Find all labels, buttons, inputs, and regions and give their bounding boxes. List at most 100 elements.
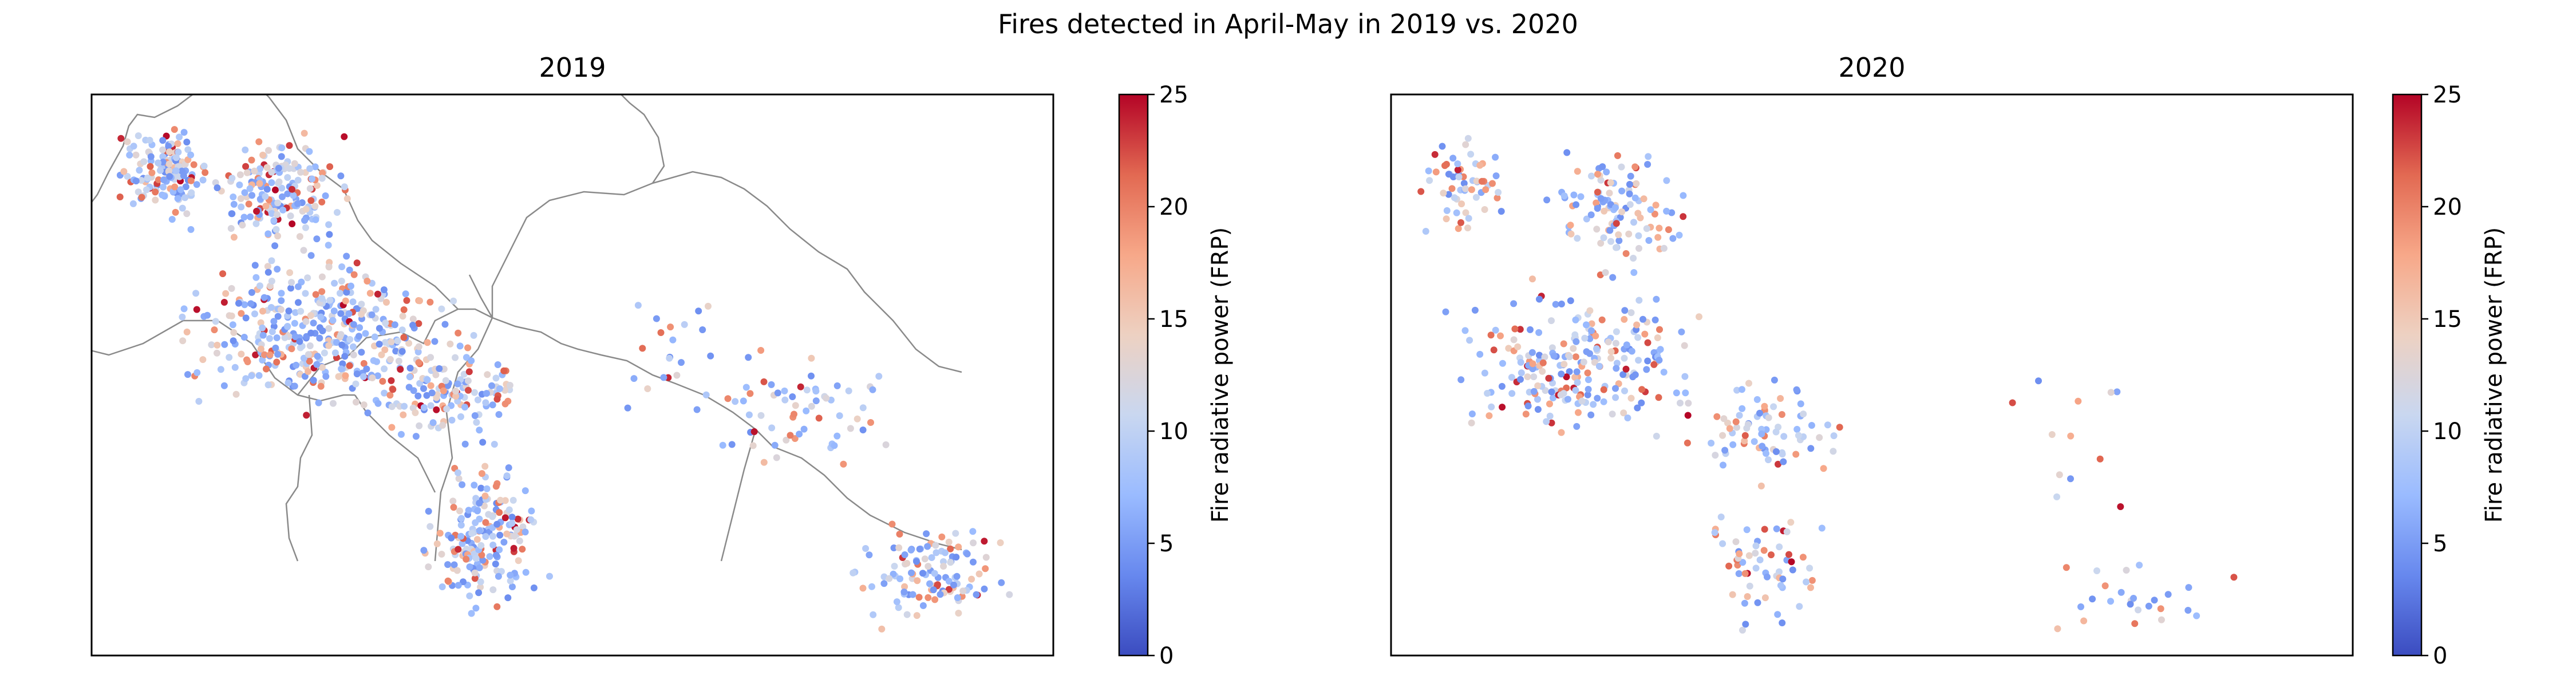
fire-point <box>353 259 361 267</box>
fire-point <box>896 531 903 538</box>
fire-point <box>483 390 490 397</box>
fire-point <box>288 345 295 353</box>
fire-point <box>970 539 977 547</box>
fire-point <box>507 577 514 585</box>
fire-point <box>1739 559 1747 566</box>
fire-point <box>1564 396 1571 403</box>
fire-point <box>193 181 200 188</box>
fire-point <box>862 545 870 552</box>
fire-point <box>1778 411 1785 418</box>
fire-point <box>968 575 975 583</box>
fire-point <box>1454 160 1461 168</box>
fire-point <box>242 375 250 382</box>
fire-point <box>1673 389 1680 397</box>
fire-point <box>228 210 236 218</box>
fire-point <box>172 208 179 216</box>
fire-point <box>222 290 230 297</box>
fire-point <box>1634 334 1642 341</box>
fire-point <box>1622 365 1630 373</box>
fire-point <box>274 313 282 320</box>
fire-point <box>318 288 326 295</box>
fire-point <box>1656 357 1663 364</box>
fire-point <box>394 337 401 345</box>
fire-point <box>1593 226 1601 233</box>
fire-point <box>1528 349 1536 356</box>
fire-point <box>1453 209 1460 216</box>
fire-point <box>230 337 237 345</box>
fire-point <box>325 263 333 271</box>
fire-point <box>1621 354 1628 362</box>
fire-point <box>1634 404 1641 412</box>
fire-point <box>326 231 333 238</box>
fire-point <box>2009 399 2016 406</box>
fire-point <box>1602 269 1609 276</box>
fire-point <box>126 151 133 159</box>
fire-point <box>1621 315 1628 323</box>
fire-point <box>173 172 180 180</box>
fire-point <box>1638 399 1645 406</box>
fire-point <box>953 554 960 561</box>
fire-point <box>259 324 266 331</box>
fire-point <box>477 542 485 549</box>
fire-point <box>1535 329 1543 336</box>
fire-point <box>1584 391 1591 398</box>
fire-point <box>1505 345 1512 352</box>
fire-point <box>415 343 422 350</box>
fire-point <box>945 578 953 585</box>
fire-point <box>1799 554 1807 561</box>
fire-point <box>1793 425 1801 433</box>
fire-point <box>306 185 314 192</box>
fire-point <box>399 313 406 320</box>
fire-point <box>913 558 920 565</box>
fire-point <box>1613 220 1620 227</box>
fire-point <box>1752 564 1760 572</box>
fire-point <box>470 331 477 339</box>
border-line <box>720 429 757 562</box>
fire-point <box>450 297 457 305</box>
fire-point <box>492 560 499 568</box>
fire-point <box>657 329 665 336</box>
fire-point <box>187 177 195 184</box>
fire-point <box>312 291 319 298</box>
fire-point <box>240 214 248 221</box>
fire-point <box>1644 339 1652 346</box>
fire-point <box>1577 193 1585 200</box>
fire-point <box>322 192 329 199</box>
fire-point <box>1759 443 1766 450</box>
fire-point <box>124 138 131 145</box>
fire-point <box>431 338 438 345</box>
fire-point <box>1612 204 1619 211</box>
fire-point <box>286 165 293 172</box>
fire-point <box>476 564 483 571</box>
fire-point <box>263 365 270 373</box>
fire-point <box>1432 168 1440 176</box>
fire-point <box>963 550 971 558</box>
fire-point <box>471 569 479 577</box>
fire-point <box>496 531 504 539</box>
fire-point <box>1654 334 1661 341</box>
fire-point <box>509 583 516 590</box>
fire-point <box>184 371 191 378</box>
fire-point <box>2035 377 2042 385</box>
fire-point <box>513 526 520 534</box>
fire-point <box>515 557 522 564</box>
fire-point <box>391 321 398 329</box>
fire-point <box>508 520 516 527</box>
fire-point <box>472 519 479 526</box>
fire-point <box>220 299 228 306</box>
fire-point <box>264 269 272 276</box>
fire-point <box>448 534 455 542</box>
fire-point <box>1539 368 1546 375</box>
fire-point <box>496 546 503 554</box>
fire-point <box>398 431 405 438</box>
fire-point <box>486 553 493 560</box>
fire-point <box>267 304 275 311</box>
fire-point <box>456 507 463 515</box>
fire-point <box>478 470 485 477</box>
fire-point <box>155 176 162 183</box>
fire-point <box>317 313 325 321</box>
fire-point <box>455 546 462 553</box>
fire-point <box>425 508 432 515</box>
fire-point <box>2107 389 2115 396</box>
fire-point <box>945 586 953 593</box>
